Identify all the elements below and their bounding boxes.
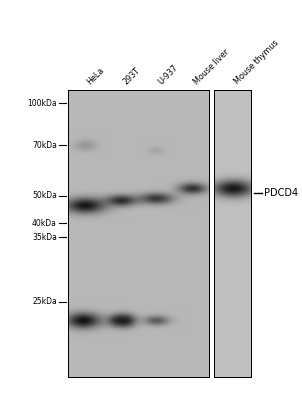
Text: 100kDa: 100kDa xyxy=(27,98,57,108)
Text: 35kDa: 35kDa xyxy=(32,232,57,242)
Text: HeLa: HeLa xyxy=(85,65,106,86)
Text: Mouse thymus: Mouse thymus xyxy=(233,38,281,86)
Text: 70kDa: 70kDa xyxy=(32,140,57,150)
Text: Mouse liver: Mouse liver xyxy=(192,47,231,86)
Text: 50kDa: 50kDa xyxy=(32,192,57,200)
Text: 40kDa: 40kDa xyxy=(32,218,57,228)
Text: U-937: U-937 xyxy=(156,62,179,86)
Text: PDCD4: PDCD4 xyxy=(264,188,298,198)
Text: 25kDa: 25kDa xyxy=(32,298,57,306)
Text: 293T: 293T xyxy=(121,66,142,86)
